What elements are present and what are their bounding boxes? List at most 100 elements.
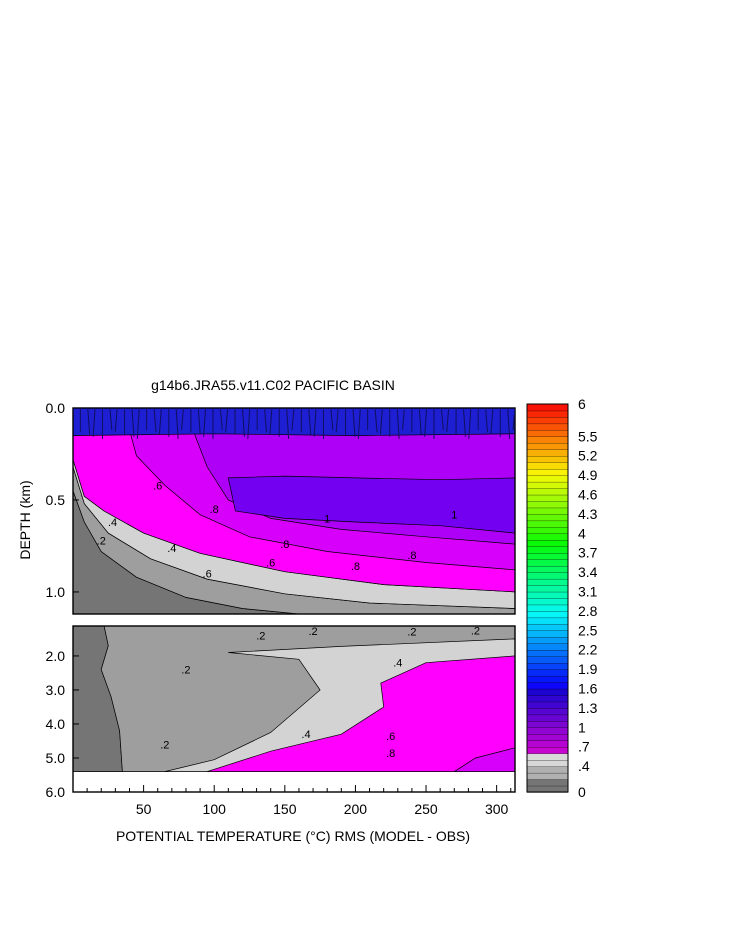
surface-contour-line	[225, 408, 229, 433]
surface-contour-line	[330, 408, 334, 431]
x-tick-label: 100	[203, 801, 227, 817]
colorbar-swatch	[526, 559, 569, 567]
colorbar-swatch	[526, 643, 569, 651]
surface-contour-band	[73, 408, 515, 439]
contour-label: .2	[97, 535, 106, 547]
surface-contour-line	[313, 408, 317, 437]
contour-label: .2	[160, 739, 169, 751]
colorbar-swatch	[526, 785, 569, 793]
surface-contour-line	[131, 408, 135, 437]
colorbar-swatch	[526, 571, 569, 580]
surface-contour-line	[241, 408, 245, 437]
y-tick-label: 3.0	[46, 682, 66, 698]
colorbar-swatch	[526, 462, 569, 470]
surface-contour-line	[357, 408, 361, 439]
colorbar-swatch	[526, 520, 569, 528]
colorbar-label: 1.6	[578, 681, 598, 697]
surface-contour-line	[247, 408, 251, 439]
colorbar-swatch	[526, 636, 569, 644]
surface-contour-line	[374, 408, 378, 433]
y-axis: 0.0 0.5 1.0 2.0 3.0 4.0 5.0 6.0	[46, 400, 79, 800]
surface-contour-line	[87, 408, 91, 435]
surface-contour-line	[269, 408, 273, 435]
colorbar-swatch	[526, 442, 569, 450]
colorbar-label: 3.7	[578, 545, 598, 561]
colorbar-swatch	[526, 662, 569, 670]
contour-labels: .2.4.4.6.6.6.8.8.8.81 1.2.2.2.2.2.2.4.4.6…	[97, 480, 480, 760]
surface-contour-line	[352, 408, 356, 437]
colorbar-swatch	[526, 610, 569, 619]
contour-label: .2	[256, 631, 265, 643]
contour-label: .6	[203, 569, 212, 581]
y-tick-label: 1.0	[46, 584, 66, 600]
contour-label: .8	[351, 561, 360, 573]
colorbar-swatch	[526, 565, 569, 573]
colorbar-swatch	[526, 513, 569, 522]
colorbar-label: 4.3	[578, 506, 598, 522]
colorbar-label: 2.2	[578, 642, 598, 658]
colorbar-label: .7	[578, 739, 590, 755]
contour-region-lower-0p6	[207, 655, 515, 772]
surface-contour-line	[109, 408, 113, 431]
contour-label: 1	[324, 513, 330, 525]
colorbar-swatch	[526, 759, 569, 767]
contour-label: .6	[386, 731, 395, 743]
contour-label: .2	[407, 626, 416, 638]
colorbar-label: 1.3	[578, 700, 598, 716]
contour-region-lower-0p8	[453, 747, 515, 772]
surface-contour-line	[181, 408, 184, 431]
panel-upper	[72, 407, 516, 615]
y-tick-label: 0.5	[46, 492, 66, 508]
colorbar-swatch	[526, 617, 569, 625]
colorbar-swatch	[526, 533, 569, 541]
colorbar-swatch	[526, 727, 569, 735]
surface-contour-line	[402, 408, 405, 431]
surface-contour-line	[462, 408, 466, 437]
y-axis-label: DEPTH (km)	[17, 480, 33, 559]
colorbar-swatch	[526, 494, 569, 502]
colorbar-swatch	[526, 720, 569, 728]
colorbar-label: 2.5	[578, 622, 598, 638]
colorbar-swatch	[526, 526, 569, 534]
surface-contour-line	[308, 408, 312, 435]
colorbar-swatch	[526, 740, 569, 748]
contour-label: .6	[153, 480, 162, 492]
colorbar-swatch	[526, 597, 569, 606]
surface-contour-line	[153, 408, 157, 433]
x-axis-label-unit: °C	[310, 828, 326, 844]
colorbar-swatch	[526, 753, 569, 761]
colorbar-swatch	[526, 707, 569, 716]
y-tick-label: 0.0	[46, 400, 66, 416]
y-tick-label: 2.0	[46, 648, 66, 664]
x-tick-label: 150	[273, 801, 297, 817]
contour-label: .8	[386, 748, 395, 760]
surface-contour-line	[379, 408, 383, 435]
x-tick-label: 300	[485, 801, 509, 817]
colorbar-swatch	[526, 765, 569, 774]
colorbar-swatch	[526, 487, 569, 496]
colorbar-label: 1.9	[578, 661, 598, 677]
colorbar-swatch	[526, 429, 569, 437]
surface-contour-line	[264, 408, 268, 433]
colorbar-swatch	[526, 668, 569, 677]
contour-region-upper-1p3	[227, 475, 515, 534]
contour-label: .4	[108, 517, 117, 529]
colorbar-swatch	[526, 474, 569, 483]
surface-contour-line	[92, 408, 96, 437]
contour-label: .8	[407, 550, 416, 562]
colorbar-label: .4	[578, 758, 590, 774]
colorbar-swatch	[526, 449, 569, 457]
colorbar-swatch	[526, 584, 569, 593]
colorbar-label: 4.9	[578, 467, 598, 483]
colorbar-swatch	[526, 604, 569, 612]
surface-contour-line	[418, 408, 422, 435]
surface-contour-line	[219, 408, 223, 431]
contour-label: .4	[167, 543, 176, 555]
surface-contour-line	[158, 408, 162, 435]
x-tick-label: 250	[414, 801, 438, 817]
colorbar-label: 4.6	[578, 487, 598, 503]
surface-contour-line	[446, 408, 450, 433]
surface-contour-line	[175, 408, 179, 439]
contour-label: .8	[280, 539, 289, 551]
colorbar-swatch	[526, 423, 569, 431]
